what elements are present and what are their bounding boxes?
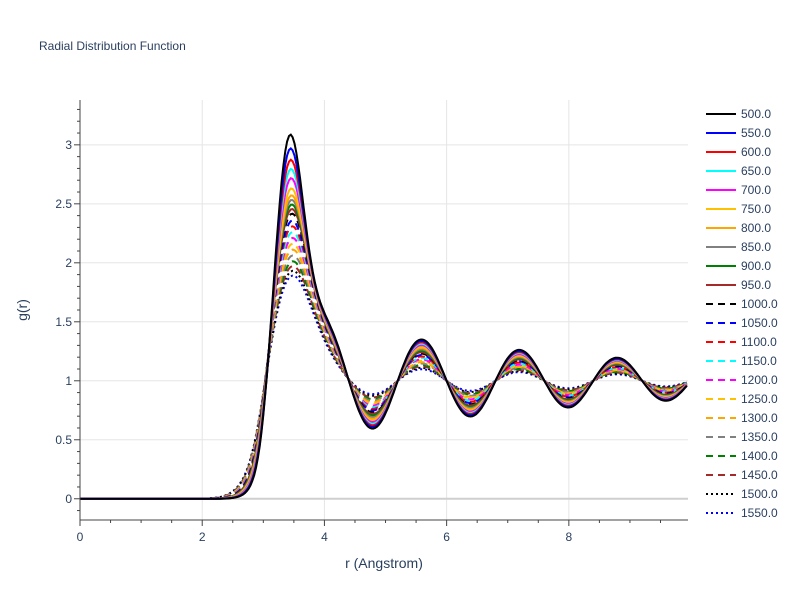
series-line-1500.0 [80, 269, 688, 500]
series-line-550.0 [80, 147, 688, 500]
legend-item[interactable]: 550.0 [706, 126, 771, 140]
x-axis-title: r (Angstrom) [345, 555, 423, 571]
legend-item[interactable]: 1250.0 [706, 392, 778, 406]
x-tick-label: 4 [321, 530, 328, 544]
legend-label: 1050.0 [741, 316, 778, 330]
legend-label: 1350.0 [741, 430, 778, 444]
chart-title: Radial Distribution Function [39, 39, 186, 53]
series-line-650.0 [80, 167, 688, 500]
series-line-900.0 [80, 203, 688, 500]
y-axis-title: g(r) [14, 299, 30, 321]
legend-item[interactable]: 1450.0 [706, 468, 778, 482]
legend-label: 1100.0 [741, 335, 777, 349]
legend-label: 550.0 [741, 126, 771, 140]
series-line-1150.0 [80, 231, 688, 500]
legend-label: 700.0 [741, 183, 771, 197]
legend-item[interactable]: 950.0 [706, 278, 771, 292]
y-tick-labels: 0 0.5 1 1.5 2 2.5 3 [55, 138, 72, 506]
series-line-1450.0 [80, 265, 688, 500]
legend-label: 1150.0 [741, 354, 777, 368]
y-tick-label: 1.5 [55, 315, 72, 329]
series-line-500.0 [80, 133, 688, 500]
axes [74, 100, 688, 526]
series-line-1550.0 [80, 274, 688, 500]
legend-item[interactable]: 1350.0 [706, 430, 778, 444]
series-line-1200.0 [80, 236, 688, 500]
legend-item[interactable]: 900.0 [706, 259, 771, 273]
legend-label: 950.0 [741, 278, 771, 292]
x-tick-label: 2 [199, 530, 206, 544]
legend-label: 750.0 [741, 202, 771, 216]
y-tick-label: 2.5 [55, 197, 72, 211]
legend-label: 850.0 [741, 240, 771, 254]
y-tick-label: 0 [65, 492, 72, 506]
legend-label: 800.0 [741, 221, 771, 235]
legend-item[interactable]: 1050.0 [706, 316, 778, 330]
legend-item[interactable]: 500.0 [706, 107, 771, 121]
x-tick-labels: 0 2 4 6 8 [77, 530, 573, 544]
legend-item[interactable]: 1300.0 [706, 411, 778, 425]
series-line-800.0 [80, 194, 688, 500]
series-line-950.0 [80, 208, 688, 500]
y-tick-label: 1 [65, 374, 72, 388]
x-tick-label: 8 [566, 530, 573, 544]
legend-item[interactable]: 1000.0 [706, 297, 778, 311]
legend-item[interactable]: 600.0 [706, 145, 771, 159]
series-line-600.0 [80, 158, 688, 500]
legend-item[interactable]: 850.0 [706, 240, 771, 254]
x-tick-label: 0 [77, 530, 84, 544]
series-line-1300.0 [80, 248, 688, 500]
series-line-1100.0 [80, 225, 688, 500]
series-line-1250.0 [80, 242, 688, 500]
x-tick-label: 6 [443, 530, 450, 544]
series-lines [80, 133, 688, 500]
series-line-750.0 [80, 187, 688, 500]
legend-label: 1550.0 [741, 506, 778, 520]
legend-item[interactable]: 1500.0 [706, 487, 778, 501]
legend-label: 500.0 [741, 107, 771, 121]
series-line-700.0 [80, 177, 688, 500]
legend-item[interactable]: 700.0 [706, 183, 771, 197]
y-tick-label: 0.5 [55, 433, 72, 447]
legend-label: 1500.0 [741, 487, 778, 501]
legend-label: 900.0 [741, 259, 771, 273]
legend-label: 600.0 [741, 145, 771, 159]
legend-item[interactable]: 650.0 [706, 164, 771, 178]
legend-label: 1200.0 [741, 373, 778, 387]
legend-item[interactable]: 1100.0 [706, 335, 777, 349]
grid [80, 100, 688, 520]
legend-item[interactable]: 1200.0 [706, 373, 778, 387]
series-line-1000.0 [80, 212, 688, 500]
legend-label: 1000.0 [741, 297, 778, 311]
legend-item[interactable]: 1550.0 [706, 506, 778, 520]
legend-item[interactable]: 1400.0 [706, 449, 778, 463]
legend-item[interactable]: 750.0 [706, 202, 771, 216]
legend-label: 1450.0 [741, 468, 778, 482]
legend-label: 1250.0 [741, 392, 778, 406]
legend-label: 1300.0 [741, 411, 778, 425]
y-tick-label: 3 [65, 138, 72, 152]
series-line-850.0 [80, 199, 688, 500]
legend-label: 650.0 [741, 164, 771, 178]
legend-label: 1400.0 [741, 449, 778, 463]
legend-item[interactable]: 800.0 [706, 221, 771, 235]
y-tick-label: 2 [65, 256, 72, 270]
legend[interactable]: 500.0 550.0 600.0 650.0 700.0 750.0 800.0 850.0… [706, 107, 778, 520]
legend-item[interactable]: 1150.0 [706, 354, 777, 368]
